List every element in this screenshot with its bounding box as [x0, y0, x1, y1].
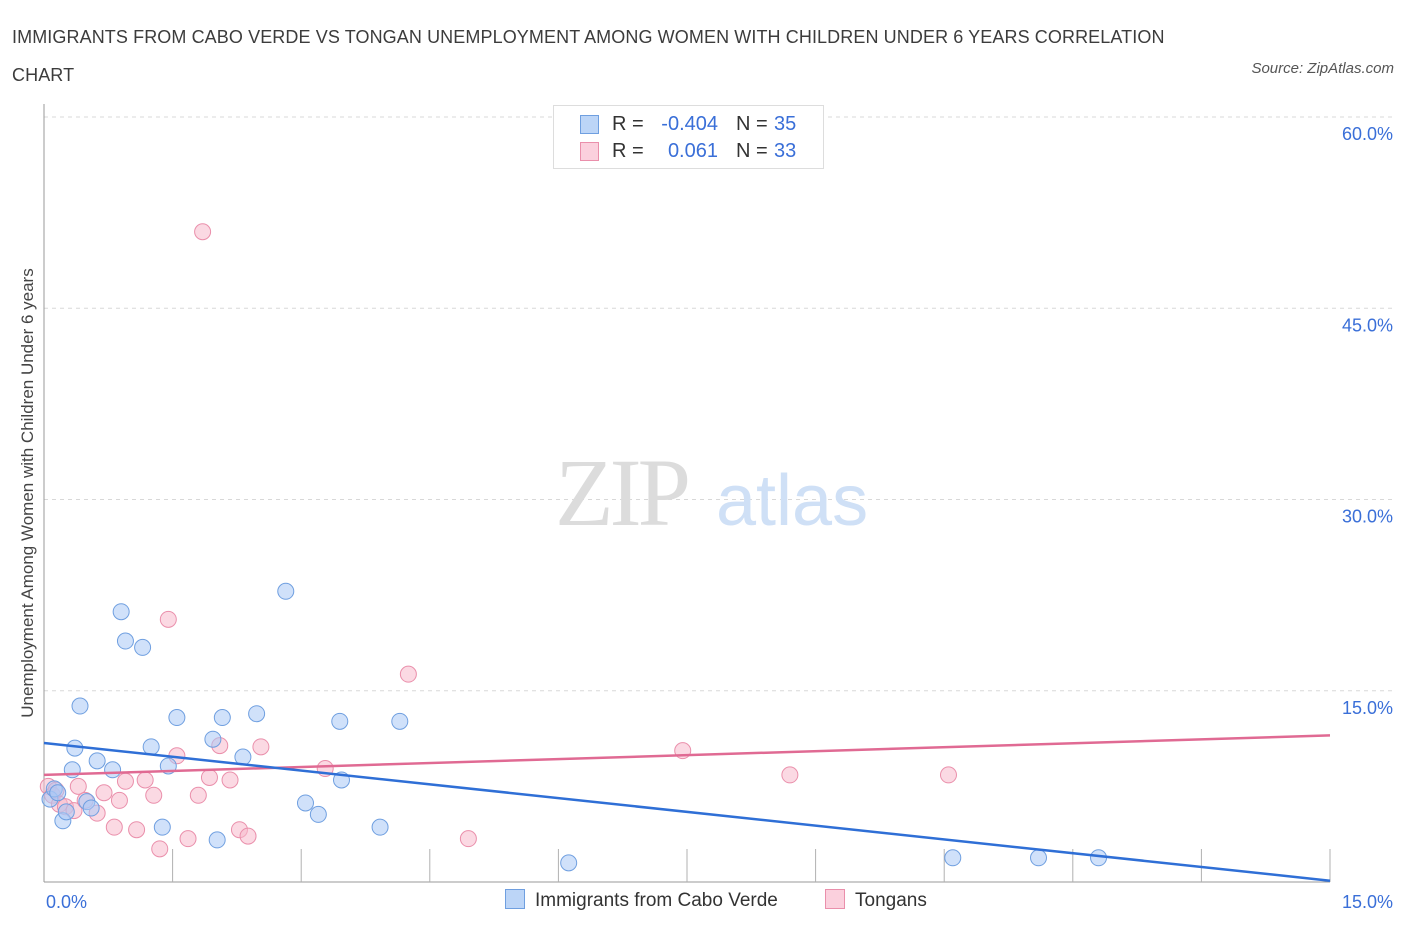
tongans-point — [136, 771, 154, 789]
cabo-verde-point — [560, 854, 578, 872]
legend-r-label: R = — [612, 140, 644, 162]
cabo-verde-point — [331, 712, 349, 730]
x-tick-label-max: 15.0% — [1342, 892, 1393, 912]
cabo-verde-point — [142, 738, 160, 756]
cabo-verde-point — [371, 818, 389, 836]
legend-swatch-blue — [580, 115, 599, 134]
axes — [43, 104, 1331, 883]
legend-r-value: 0.061 — [667, 140, 718, 162]
legend-swatch-pink — [580, 142, 599, 161]
bottom-legend-cabo-verde: Immigrants from Cabo Verde — [505, 889, 778, 912]
cabo-verde-point — [204, 730, 222, 748]
y-tick-label: 30.0% — [1342, 507, 1393, 527]
x-tick-label-min: 0.0% — [46, 892, 87, 912]
watermark-atlas: atlas — [716, 461, 868, 541]
cabo-verde-point — [309, 805, 327, 823]
tongans-point — [110, 791, 128, 809]
cabo-verde-points — [41, 582, 1108, 872]
tongans-point — [145, 786, 163, 804]
tongans-point — [781, 766, 799, 784]
tongans-point — [200, 768, 218, 786]
bottom-legend-label-cabo-verde: Immigrants from Cabo Verde — [535, 890, 778, 911]
tongans-point — [151, 840, 169, 858]
legend-n-label: N = — [736, 140, 768, 162]
tongans-point — [399, 665, 417, 683]
tongans-point — [194, 223, 212, 241]
watermark: ZIP atlas — [555, 439, 868, 546]
cabo-verde-point — [88, 752, 106, 770]
cabo-verde-point — [82, 799, 100, 817]
cabo-verde-point — [944, 849, 962, 867]
gridlines — [44, 116, 1392, 692]
bottom-legend-label-tongans: Tongans — [855, 890, 927, 911]
legend-n-label: N = — [736, 113, 768, 135]
y-tick-label: 15.0% — [1342, 698, 1393, 718]
tongans-point — [221, 771, 239, 789]
y-tick-label: 60.0% — [1342, 124, 1393, 144]
cabo-verde-point — [248, 705, 266, 723]
tongans-point — [239, 827, 257, 845]
tongans-point — [179, 830, 197, 848]
cabo-verde-point — [116, 632, 134, 650]
tongans-point — [105, 818, 123, 836]
bottom-legend-tongans: Tongans — [825, 889, 927, 912]
cabo-verde-trend-line — [43, 741, 1331, 882]
correlation-legend: R = -0.404 N = 35 R = 0.061 N = 33 — [553, 105, 824, 169]
tick-labels: 15.0% 30.0% 45.0% 60.0% 0.0% 15.0% — [46, 124, 1393, 912]
tongans-point — [189, 786, 207, 804]
cabo-verde-point — [391, 712, 409, 730]
tongans-trend-line — [43, 734, 1331, 777]
tongans-point — [939, 766, 957, 784]
cabo-verde-point — [134, 638, 152, 656]
trend-lines — [43, 734, 1331, 882]
bottom-legend-swatch-blue — [505, 889, 525, 909]
cabo-verde-point — [208, 831, 226, 849]
chart-title: IMMIGRANTS FROM CABO VERDE VS TONGAN UNE… — [12, 27, 1165, 85]
cabo-verde-point — [168, 709, 186, 727]
cabo-verde-point — [1030, 849, 1048, 867]
cabo-verde-point — [296, 794, 314, 812]
bottom-legend-swatch-pink — [825, 889, 845, 909]
cabo-verde-point — [71, 697, 89, 715]
cabo-verde-point — [112, 603, 130, 621]
tongans-point — [159, 610, 177, 628]
cabo-verde-point — [57, 803, 75, 821]
cabo-verde-point — [104, 761, 122, 779]
cabo-verde-point — [213, 709, 231, 727]
tongans-point — [252, 738, 270, 756]
source-label: Source: ZipAtlas.com — [1251, 60, 1394, 77]
cabo-verde-point — [153, 818, 171, 836]
watermark-zip: ZIP — [555, 439, 688, 546]
legend-r-label: R = — [612, 113, 644, 135]
tongans-point — [459, 830, 477, 848]
legend-r-value: -0.404 — [661, 113, 718, 135]
legend-n-value: 35 — [774, 113, 797, 135]
legend-n-value: 33 — [774, 140, 797, 162]
tongans-point — [69, 777, 87, 795]
y-tick-label: 45.0% — [1342, 315, 1393, 335]
cabo-verde-point — [49, 784, 67, 802]
tongans-point — [95, 784, 113, 802]
tongans-point — [116, 772, 134, 790]
tongans-point — [128, 821, 146, 839]
cabo-verde-point — [277, 582, 295, 600]
